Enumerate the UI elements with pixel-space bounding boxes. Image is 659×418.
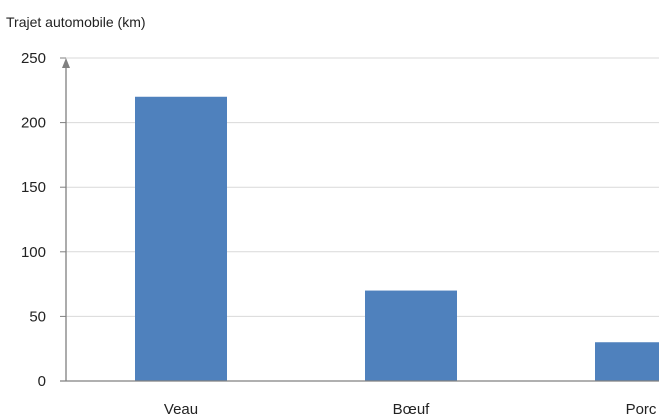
bar-1 [135,96,227,381]
y-tick-label: 250 [21,50,46,67]
grid-lines [66,57,659,317]
y-tick-label: 0 [38,373,46,390]
x-tick-label: Veau [164,401,198,418]
bar-2 [365,290,457,381]
bar-3 [595,342,659,381]
y-tick-label: 100 [21,244,46,261]
x-tick-label: Porc [626,401,657,418]
y-tick-labels: 0 50 100 150 200 250 [21,50,66,390]
bars [135,96,659,381]
y-tick-label: 200 [21,115,46,132]
y-axis-arrow-icon [62,58,70,68]
y-axis-label: Trajet automobile (km) [6,14,146,30]
y-tick-label: 150 [21,179,46,196]
x-tick-label: Bœuf [393,401,431,418]
axes [60,58,659,382]
y-tick-label: 50 [29,308,46,325]
x-tick-labels: Veau Bœuf Porc [164,401,657,418]
